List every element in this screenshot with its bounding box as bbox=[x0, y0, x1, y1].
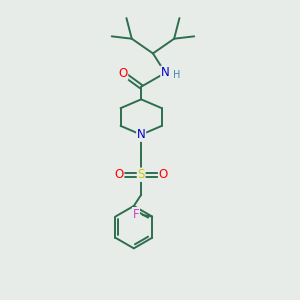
Text: N: N bbox=[137, 128, 146, 141]
Text: O: O bbox=[118, 67, 128, 80]
Text: N: N bbox=[161, 66, 170, 80]
Text: O: O bbox=[159, 168, 168, 181]
Text: S: S bbox=[137, 168, 145, 181]
Text: H: H bbox=[173, 70, 181, 80]
Text: F: F bbox=[133, 208, 139, 221]
Text: O: O bbox=[115, 168, 124, 181]
